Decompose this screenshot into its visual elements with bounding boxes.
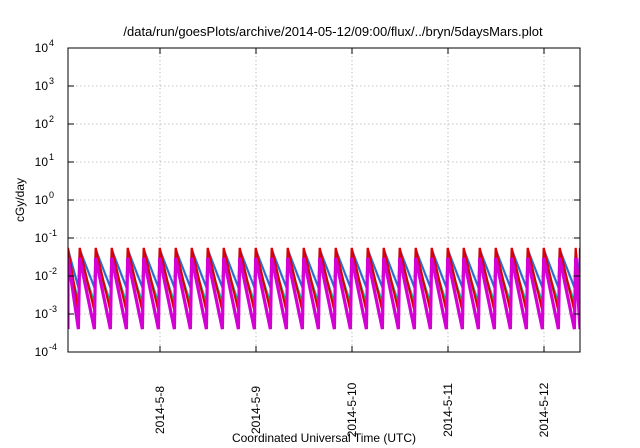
y-tick-label: 10: [35, 307, 49, 321]
y-tick-exponent: 3: [49, 76, 54, 86]
y-tick-label: 10: [35, 41, 49, 55]
y-tick-label: 10: [35, 345, 49, 359]
y-tick-label: 10: [35, 193, 49, 207]
x-tick-label: 2014-5-11: [441, 383, 455, 437]
x-axis: 2014-5-8 2014-5-9 2014-5-10 2014-5-11 2014-5…: [153, 48, 551, 437]
y-tick-exponent: -4: [49, 342, 57, 352]
x-tick-label: 2014-5-10: [345, 382, 359, 437]
y-tick-exponent: -2: [49, 266, 57, 276]
x-axis-label: Coordinated Universal Time (UTC): [232, 431, 416, 445]
y-tick-label: 10: [35, 231, 49, 245]
y-tick-exponent: 1: [49, 152, 54, 162]
y-tick-exponent: 0: [49, 190, 54, 200]
y-tick-exponent: 2: [49, 114, 54, 124]
x-tick-label: 2014-5-12: [537, 382, 551, 437]
y-tick-label: 10: [35, 79, 49, 93]
x-tick-label: 2014-5-8: [153, 386, 167, 434]
y-tick-exponent: 4: [49, 38, 54, 48]
grid: [68, 48, 580, 352]
series-group: [68, 247, 580, 330]
y-tick-label: 10: [35, 155, 49, 169]
y-tick-label: 10: [35, 117, 49, 131]
chart-title: /data/run/goesPlots/archive/2014-05-12/0…: [123, 24, 543, 39]
y-tick-exponent: -3: [49, 304, 57, 314]
x-tick-label: 2014-5-9: [249, 386, 263, 434]
y-tick-exponent: -1: [49, 228, 57, 238]
series-line: [68, 257, 580, 330]
y-tick-label: 10: [35, 269, 49, 283]
y-axis-label: cGy/day: [13, 178, 27, 222]
